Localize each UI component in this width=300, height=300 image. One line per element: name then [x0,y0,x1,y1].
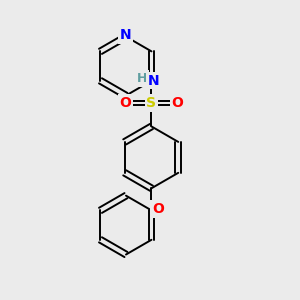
Text: S: S [146,96,157,110]
Text: H: H [137,72,147,85]
Text: N: N [148,74,160,88]
Text: O: O [152,202,164,216]
Text: O: O [171,96,183,110]
Text: O: O [120,96,131,110]
Text: N: N [120,28,132,42]
